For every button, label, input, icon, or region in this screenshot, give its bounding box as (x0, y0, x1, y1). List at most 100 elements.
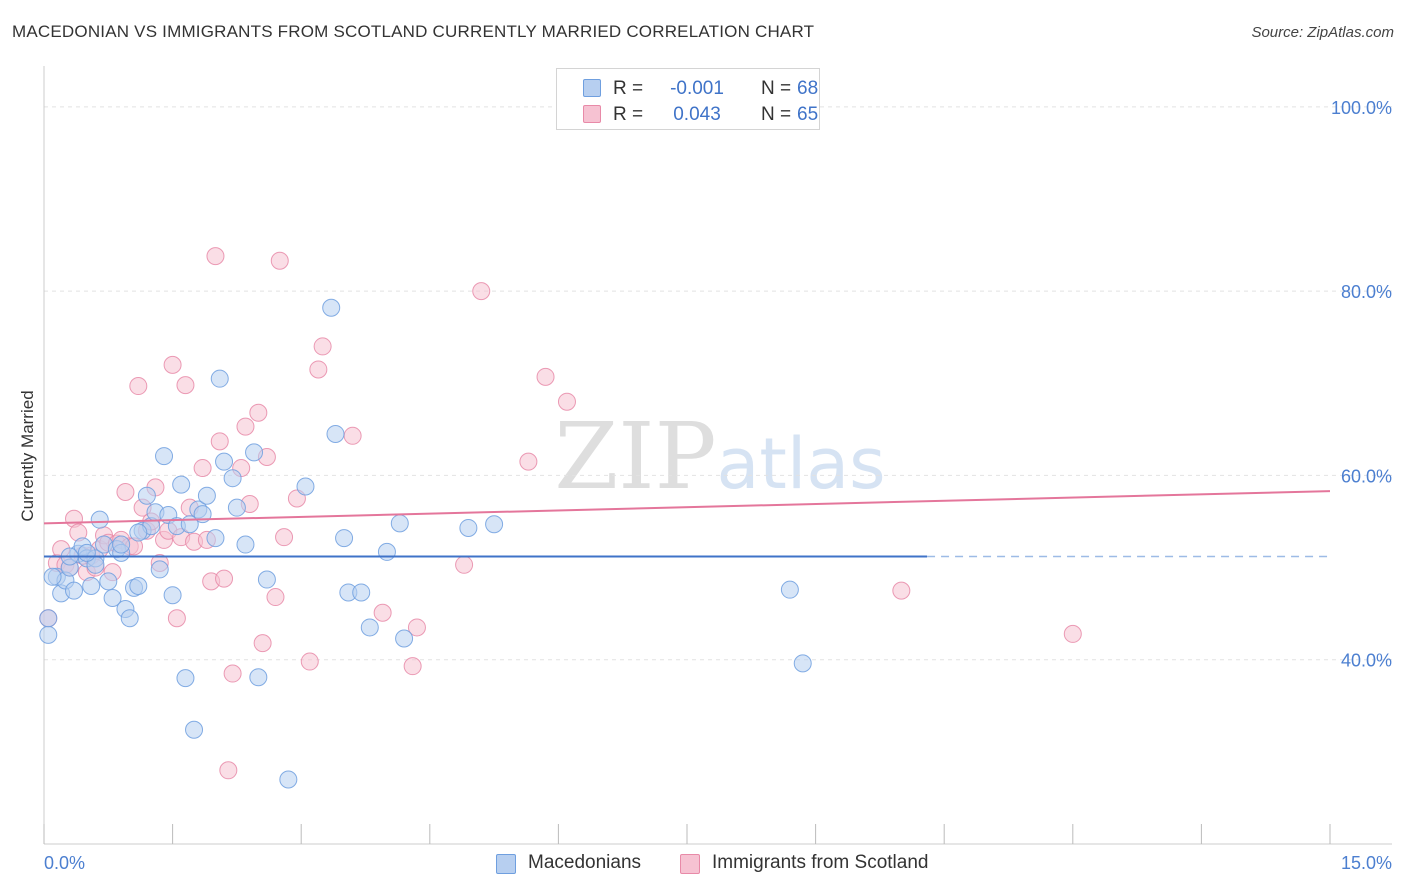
scotland-point (536, 367, 555, 386)
scotland-point (275, 528, 294, 547)
scotland-point (249, 403, 268, 422)
macedonians-point (77, 543, 96, 562)
macedonians-point (65, 581, 84, 600)
scotland-point (309, 360, 328, 379)
macedonians-point (39, 625, 58, 644)
scotland-trendline (43, 490, 1331, 525)
scotland-point (557, 392, 576, 411)
watermark: ZIPatlas (554, 403, 885, 510)
macedonians-point (155, 447, 174, 466)
r-value: -0.001 (670, 78, 724, 99)
scotland-point (210, 432, 229, 451)
n-label: N = (761, 104, 792, 125)
scotland-point (163, 355, 182, 374)
macedonians-point (39, 609, 58, 628)
macedonians-point (43, 567, 62, 586)
macedonians-point (176, 669, 195, 688)
macedonians-point (390, 514, 409, 533)
macedonians-point (172, 475, 191, 494)
macedonians-point (279, 770, 298, 789)
macedonians-point (793, 654, 812, 673)
scotland-point (215, 569, 234, 588)
scotland-point (236, 417, 255, 436)
scotland-point (519, 452, 538, 471)
macedonians-point (227, 498, 246, 517)
scotland-point (270, 251, 289, 270)
macedonians-legend-swatch (496, 854, 516, 874)
macedonians-point (236, 535, 255, 554)
macedonians-point (185, 720, 204, 739)
macedonians-swatch (583, 79, 601, 97)
macedonians-point (90, 510, 109, 529)
macedonians-point (112, 535, 131, 554)
watermark-atlas: atlas (717, 423, 886, 505)
legend-item-macedonians[interactable]: Macedonians (496, 852, 666, 876)
macedonians-point (150, 560, 169, 579)
scotland-point (176, 376, 195, 395)
legend-label: Macedonians (528, 852, 642, 873)
scotland-point (206, 247, 225, 266)
n-label: N = (761, 78, 792, 99)
scotland-point (253, 634, 272, 653)
scotland-legend-swatch (680, 854, 700, 874)
legend-item-scotland[interactable]: Immigrants from Scotland (680, 852, 960, 876)
scotland-point (300, 652, 319, 671)
macedonians-point (485, 515, 504, 534)
macedonians-point (249, 668, 268, 687)
macedonians-point (257, 570, 276, 589)
scotland-swatch (583, 105, 601, 123)
scotland-point (266, 588, 285, 607)
stats-legend: R = -0.001 N = 68 R = 0.043 N = 65 (556, 68, 820, 130)
y-tick-label: 80.0% (1341, 282, 1392, 302)
macedonians-point (395, 629, 414, 648)
macedonians-point (245, 443, 264, 462)
scotland-point (343, 426, 362, 445)
r-value: 0.043 (673, 104, 721, 125)
y-tick-label: 100.0% (1331, 98, 1392, 118)
scotland-point (403, 657, 422, 676)
x-tick-label: 0.0% (44, 853, 85, 873)
macedonians-point (215, 452, 234, 471)
macedonians-point (137, 486, 156, 505)
macedonians-point (459, 518, 478, 537)
scotland-point (223, 664, 242, 683)
legend-label: Immigrants from Scotland (712, 852, 929, 873)
scotland-point (116, 483, 135, 502)
macedonians-point (129, 523, 148, 542)
y-tick-label: 40.0% (1341, 651, 1392, 671)
scotland-point (892, 581, 911, 600)
y-tick-label: 60.0% (1341, 466, 1392, 486)
source-label: Source: ZipAtlas.com (1251, 24, 1394, 41)
scotland-point (455, 555, 474, 574)
macedonians-point (780, 580, 799, 599)
macedonians-point (129, 577, 148, 595)
r-label: R = (613, 78, 644, 99)
macedonians-point (210, 369, 229, 388)
scotland-point (313, 337, 332, 356)
macedonians-point (326, 424, 345, 443)
macedonians-point (103, 588, 122, 607)
macedonians-point (163, 586, 182, 605)
macedonians-point (322, 298, 341, 317)
scotland-point (472, 282, 491, 301)
macedonians-point (206, 529, 225, 548)
scotland-point (373, 603, 392, 622)
macedonians-point (99, 572, 118, 591)
macedonians-point (296, 477, 315, 496)
macedonians-point (352, 583, 371, 602)
macedonians-point (223, 469, 242, 488)
macedonians-point (335, 529, 354, 548)
r-label: R = (613, 104, 644, 125)
macedonians-point (377, 542, 396, 561)
scotland-point (1063, 624, 1082, 643)
macedonians-point (197, 486, 216, 505)
chart-title: MACEDONIAN VS IMMIGRANTS FROM SCOTLAND C… (12, 22, 815, 41)
watermark-zip: ZIP (554, 403, 716, 510)
macedonians-point (120, 609, 139, 628)
scotland-point (193, 459, 212, 478)
scotland-point (129, 377, 148, 396)
scotland-point (167, 609, 186, 628)
macedonians-point (82, 577, 101, 595)
scotland-point (219, 761, 238, 780)
